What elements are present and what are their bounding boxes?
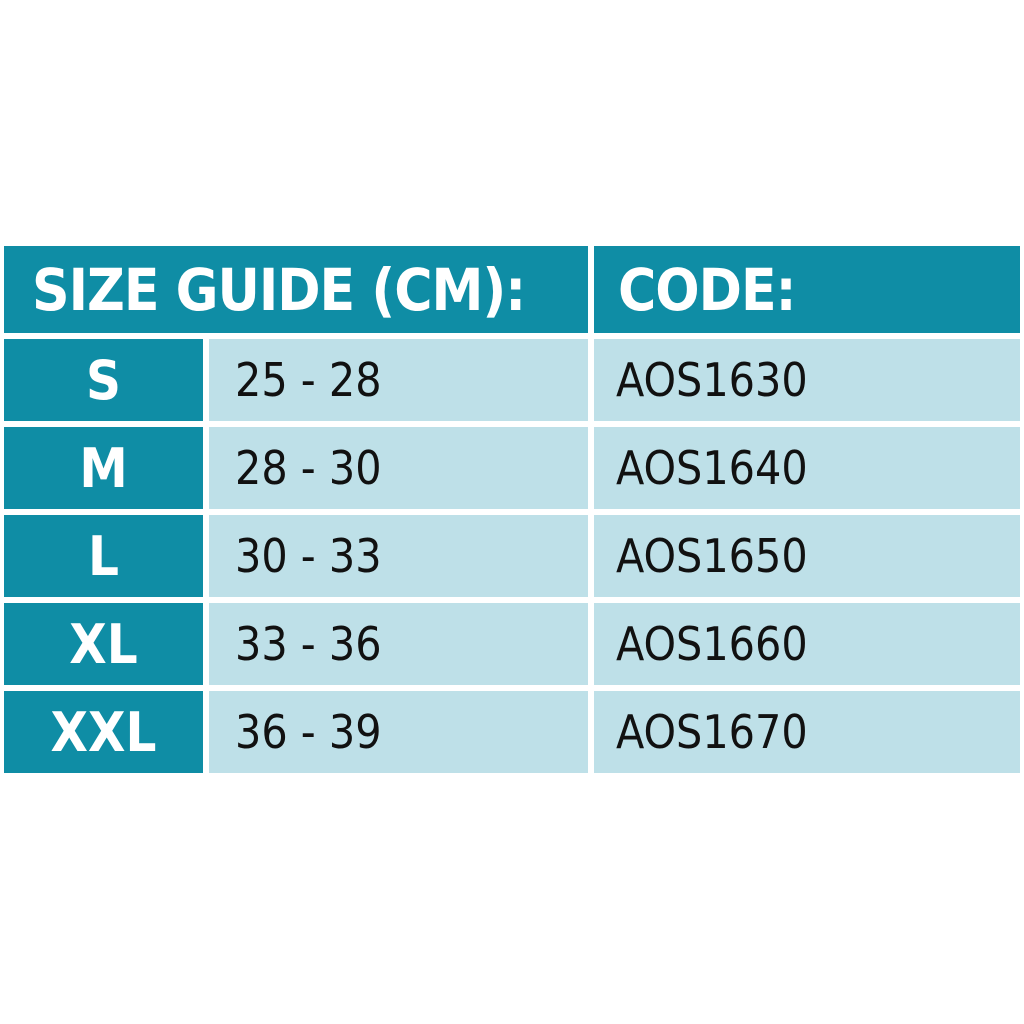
range-cell: 36 - 39	[209, 691, 588, 773]
size-cell: S	[4, 339, 203, 421]
table-header: SIZE GUIDE (CM): CODE:	[4, 246, 1020, 333]
size-cell: XL	[4, 603, 203, 685]
size-cell: M	[4, 427, 203, 509]
size-cell: XXL	[4, 691, 203, 773]
range-cell: 30 - 33	[209, 515, 588, 597]
code-cell: AOS1670	[594, 691, 1020, 773]
code-cell: AOS1650	[594, 515, 1020, 597]
table-row: L 30 - 33 AOS1650	[4, 515, 1020, 597]
range-cell: 28 - 30	[209, 427, 588, 509]
range-cell: 25 - 28	[209, 339, 588, 421]
table-row: XL 33 - 36 AOS1660	[4, 603, 1020, 685]
table-row: S 25 - 28 AOS1630	[4, 339, 1020, 421]
code-cell: AOS1660	[594, 603, 1020, 685]
code-cell: AOS1630	[594, 339, 1020, 421]
header-code: CODE:	[594, 246, 1020, 333]
size-guide-table: SIZE GUIDE (CM): CODE: S 25 - 28 AOS1630…	[4, 246, 1020, 779]
table-row: XXL 36 - 39 AOS1670	[4, 691, 1020, 773]
header-size-guide: SIZE GUIDE (CM):	[4, 246, 588, 333]
code-cell: AOS1640	[594, 427, 1020, 509]
range-cell: 33 - 36	[209, 603, 588, 685]
table-row: M 28 - 30 AOS1640	[4, 427, 1020, 509]
size-cell: L	[4, 515, 203, 597]
